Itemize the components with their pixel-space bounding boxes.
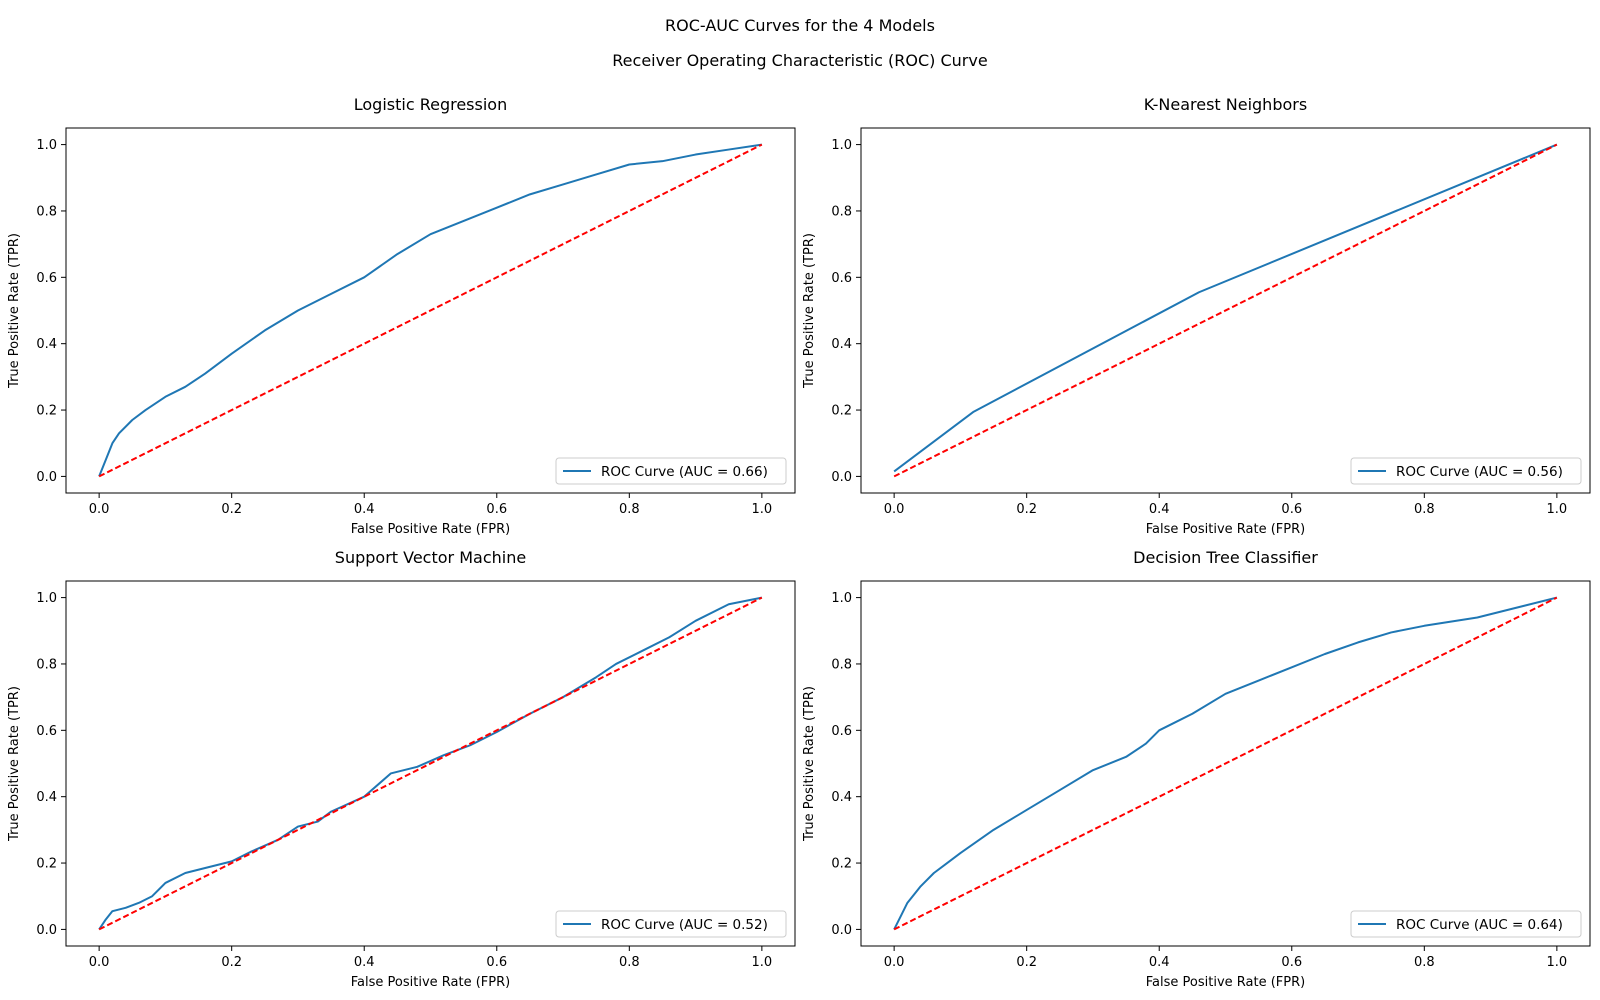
x-axis-label: False Positive Rate (FPR) (1146, 522, 1305, 537)
roc-curve-line (893, 596, 1558, 930)
x-tick-label: 0.6 (486, 955, 507, 970)
x-axis-label: False Positive Rate (FPR) (1146, 975, 1305, 990)
chart-title: Logistic Regression (354, 95, 507, 114)
chart-panel-2: K-Nearest Neighbors 0.0 0.2 0.4 0.6 0.8 1.0 0.0… (802, 95, 1591, 537)
y-axis-label: True Positive Rate (TPR) (802, 686, 817, 842)
figure-title: ROC-AUC Curves for the 4 Models (665, 16, 935, 35)
x-tick-label: 0.2 (1016, 955, 1037, 970)
y-tick-label: 0.2 (831, 404, 852, 419)
x-tick-label: 0.8 (619, 502, 640, 517)
x-tick-label: 1.0 (752, 955, 773, 970)
x-tick-label: 0.6 (486, 502, 507, 517)
y-tick-label: 1.0 (831, 591, 852, 606)
random-classifier-line (893, 596, 1558, 931)
legend-label: ROC Curve (AUC = 0.66) (601, 464, 768, 480)
y-tick-label: 0.2 (36, 404, 57, 419)
y-tick-label: 0.0 (831, 923, 852, 938)
y-tick-label: 1.0 (831, 138, 852, 153)
x-tick-label: 0.0 (89, 955, 110, 970)
legend-box (1350, 457, 1582, 485)
y-tick-label: 0.4 (831, 337, 852, 352)
random-classifier-line (98, 143, 763, 478)
x-tick-label: 0.8 (1414, 502, 1435, 517)
x-tick-label: 0.0 (89, 502, 110, 517)
x-tick-label: 0.6 (1281, 955, 1302, 970)
plot-frame (65, 127, 796, 494)
roc-curve-line (98, 596, 763, 930)
legend-box (1350, 910, 1582, 938)
y-tick-label: 0.0 (36, 470, 57, 485)
x-tick-label: 0.8 (619, 955, 640, 970)
x-tick-label: 0.2 (221, 955, 242, 970)
x-tick-label: 0.0 (884, 502, 905, 517)
chart-title: Support Vector Machine (335, 548, 526, 567)
chart-panel-4: Decision Tree Classifier 0.0 0.2 0.4 0.6 0.8 1… (802, 548, 1591, 990)
plot-frame (860, 127, 1591, 494)
y-tick-label: 0.6 (36, 271, 57, 286)
y-tick-label: 0.2 (831, 857, 852, 872)
legend: ROC Curve (AUC = 0.56) (1350, 457, 1582, 485)
x-tick-label: 1.0 (1547, 502, 1568, 517)
x-tick-label: 0.4 (1149, 502, 1170, 517)
legend-label: ROC Curve (AUC = 0.56) (1396, 464, 1563, 480)
legend-box (555, 457, 787, 485)
y-tick-label: 1.0 (36, 138, 57, 153)
legend: ROC Curve (AUC = 0.52) (555, 910, 787, 938)
y-tick-label: 0.4 (36, 790, 57, 805)
x-tick-label: 0.8 (1414, 955, 1435, 970)
legend: ROC Curve (AUC = 0.66) (555, 457, 787, 485)
y-tick-label: 0.8 (831, 204, 852, 219)
x-tick-label: 0.4 (1149, 955, 1170, 970)
random-classifier-line (893, 143, 1558, 478)
x-tick-label: 0.0 (884, 955, 905, 970)
y-tick-label: 0.0 (36, 923, 57, 938)
x-axis-label: False Positive Rate (FPR) (351, 522, 510, 537)
plot-frame (860, 580, 1591, 947)
legend-label: ROC Curve (AUC = 0.64) (1396, 917, 1563, 933)
chart-title: Decision Tree Classifier (1133, 548, 1318, 567)
y-tick-label: 0.8 (36, 204, 57, 219)
y-axis-label: True Positive Rate (TPR) (802, 233, 817, 389)
figure-subtitle: Receiver Operating Characteristic (ROC) … (612, 51, 988, 70)
y-tick-label: 0.6 (831, 724, 852, 739)
random-classifier-line (98, 596, 763, 931)
roc-curve-line (98, 143, 763, 477)
y-tick-label: 1.0 (36, 591, 57, 606)
y-tick-label: 0.6 (831, 271, 852, 286)
y-axis-label: True Positive Rate (TPR) (7, 233, 22, 389)
y-tick-label: 0.2 (36, 857, 57, 872)
legend-box (555, 910, 787, 938)
y-tick-label: 0.4 (36, 337, 57, 352)
chart-panel-3: Support Vector Machine 0.0 0.2 0.4 0.6 0.8 1.0… (7, 548, 796, 990)
y-tick-label: 0.0 (831, 470, 852, 485)
x-tick-label: 1.0 (1547, 955, 1568, 970)
x-axis-label: False Positive Rate (FPR) (351, 975, 510, 990)
y-tick-label: 0.4 (831, 790, 852, 805)
legend: ROC Curve (AUC = 0.64) (1350, 910, 1582, 938)
legend-label: ROC Curve (AUC = 0.52) (601, 917, 768, 933)
x-tick-label: 0.2 (221, 502, 242, 517)
y-tick-label: 0.8 (36, 657, 57, 672)
plot-frame (65, 580, 796, 947)
x-tick-label: 0.2 (1016, 502, 1037, 517)
roc-curve-line (893, 143, 1558, 473)
x-tick-label: 1.0 (752, 502, 773, 517)
chart-title: K-Nearest Neighbors (1144, 95, 1307, 114)
x-tick-label: 0.6 (1281, 502, 1302, 517)
x-tick-label: 0.4 (354, 955, 375, 970)
y-axis-label: True Positive Rate (TPR) (7, 686, 22, 842)
y-tick-label: 0.8 (831, 657, 852, 672)
y-tick-label: 0.6 (36, 724, 57, 739)
chart-panel-1: Logistic Regression 0.0 0.2 0.4 0.6 0.8 1.0 0.0… (7, 95, 796, 537)
x-tick-label: 0.4 (354, 502, 375, 517)
